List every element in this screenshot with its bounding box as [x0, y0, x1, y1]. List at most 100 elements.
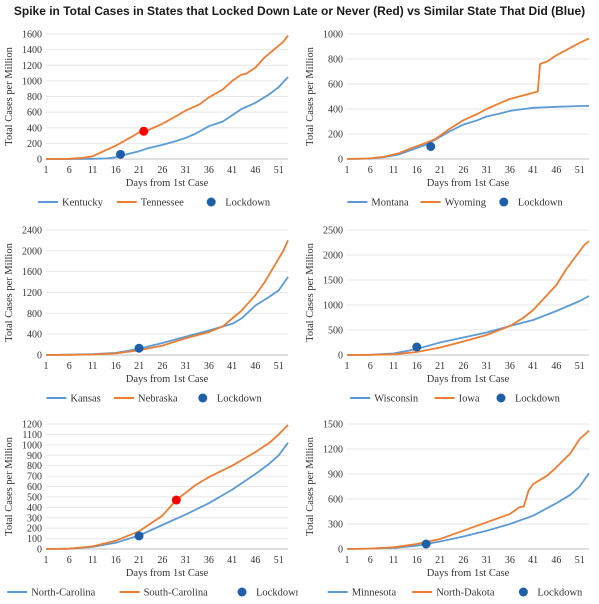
y-tick-label: 0 [338, 155, 343, 166]
lockdown-marker [426, 142, 436, 151]
y-tick-label: 1500 [323, 420, 343, 431]
y-tick-label: 800 [27, 461, 42, 472]
x-tick-label: 1 [44, 361, 49, 372]
x-tick-label: 36 [204, 555, 214, 566]
x-tick-label: 41 [227, 165, 237, 176]
chart-panel-4: 0 500 1000 1500 2000 2500 1 6 11 16 21 26 31 36 41 46 51… [301, 218, 599, 410]
x-tick-label: 31 [181, 165, 191, 176]
x-tick-label: 26 [458, 165, 468, 176]
x-tick-label: 31 [181, 555, 191, 566]
y-tick-label: 500 [27, 492, 42, 503]
x-tick-label: 21 [134, 361, 144, 372]
y-tick-label: 900 [328, 470, 343, 481]
x-axis-label: Days from 1st Case [427, 178, 510, 189]
x-axis-label: Days from 1st Case [126, 374, 209, 385]
legend-label: Kansas [70, 394, 100, 405]
series-line-north-carolina [45, 442, 289, 550]
x-tick-label: 11 [389, 555, 399, 566]
x-tick-label: 51 [575, 555, 585, 566]
x-axis-label: Days from 1st Case [427, 568, 510, 579]
x-tick-label: 11 [389, 165, 399, 176]
x-tick-label: 26 [157, 555, 167, 566]
x-tick-label: 11 [88, 555, 98, 566]
legend-label: North-Dakota [436, 588, 495, 599]
legend-label: Lockdown [537, 588, 583, 599]
x-tick-label: 21 [134, 165, 144, 176]
y-tick-label: 0 [37, 155, 42, 166]
y-axis-label: Total Cases per Million [4, 46, 15, 145]
x-tick-label: 46 [551, 165, 561, 176]
y-tick-label: 0 [37, 351, 42, 362]
legend-label: Montana [371, 198, 409, 209]
y-tick-label: 600 [328, 495, 343, 506]
series-line-kentucky [46, 76, 289, 160]
y-tick-label: 700 [27, 472, 42, 483]
y-tick-label: 200 [27, 524, 42, 535]
x-tick-label: 16 [412, 165, 422, 176]
x-tick-label: 51 [274, 361, 284, 372]
chart-panel-2: 0 200 400 600 800 1000 1 6 11 16 21 26 31 36 41 46 51 Day… [301, 22, 599, 214]
y-tick-label: 1200 [323, 445, 343, 456]
x-tick-label: 36 [204, 361, 214, 372]
x-tick-label: 6 [368, 555, 373, 566]
series-line-iowa [346, 240, 590, 356]
y-tick-label: 900 [27, 451, 42, 462]
chart-panel-6: 0 300 600 900 1200 1500 1 6 11 16 21 26 31 36 41 46 51 Da… [301, 412, 599, 604]
lockdown-marker [421, 539, 431, 549]
x-tick-label: 21 [435, 361, 445, 372]
y-tick-label: 400 [27, 503, 42, 514]
x-tick-label: 16 [111, 361, 121, 372]
legend-label: Lockdown [518, 198, 564, 209]
series-line-tennessee [45, 35, 289, 160]
x-tick-label: 31 [482, 361, 492, 372]
x-axis-label: Days from 1st Case [126, 568, 209, 579]
y-tick-label: 600 [328, 80, 343, 91]
legend-marker [518, 587, 528, 597]
y-tick-label: 600 [27, 482, 42, 493]
legend-marker [499, 197, 509, 207]
x-tick-label: 16 [111, 555, 121, 566]
x-tick-label: 1 [44, 165, 49, 176]
lockdown-marker [134, 531, 144, 541]
x-tick-label: 41 [528, 361, 538, 372]
legend-label: Minnesota [352, 588, 397, 599]
series-line-south-carolina [45, 424, 289, 550]
x-tick-label: 46 [551, 361, 561, 372]
x-axis-label: Days from 1st Case [126, 178, 209, 189]
y-tick-label: 1100 [22, 430, 42, 441]
chart-panel-5: 0 100 200 300 400 500 600 700 800 900 1000 1100 1200… [0, 412, 298, 604]
x-tick-label: 51 [575, 165, 585, 176]
series-line-montana [346, 105, 590, 160]
x-tick-label: 21 [134, 555, 144, 566]
y-tick-label: 200 [328, 130, 343, 141]
legend-label: Lockdown [217, 394, 263, 405]
y-tick-label: 1500 [323, 276, 343, 287]
series-line-north-dakota [346, 430, 590, 550]
y-tick-label: 200 [27, 139, 42, 150]
x-tick-label: 1 [345, 165, 350, 176]
x-tick-label: 6 [67, 165, 72, 176]
x-tick-label: 36 [204, 165, 214, 176]
legend-label: Iowa [459, 394, 480, 405]
chart-svg: 0100200300400500600700800900100011001200… [4, 420, 298, 599]
y-tick-label: 400 [328, 105, 343, 116]
x-tick-label: 6 [368, 361, 373, 372]
x-tick-label: 36 [505, 555, 515, 566]
legend-label: North-Carolina [31, 588, 95, 599]
x-tick-label: 46 [250, 361, 260, 372]
x-tick-label: 1 [44, 555, 49, 566]
legend-marker [496, 393, 506, 403]
y-tick-label: 800 [328, 55, 343, 66]
x-tick-label: 26 [157, 361, 167, 372]
x-tick-label: 31 [181, 361, 191, 372]
chart-panel-3: 0 400 800 1200 1600 2000 2400 1 6 11 16 21 26 31 36 41 4… [0, 218, 298, 410]
lockdown-marker [134, 343, 144, 353]
x-tick-label: 51 [274, 165, 284, 176]
late-lockdown-marker [139, 126, 149, 136]
series-line-nebraska [45, 240, 289, 356]
x-tick-label: 41 [227, 555, 237, 566]
